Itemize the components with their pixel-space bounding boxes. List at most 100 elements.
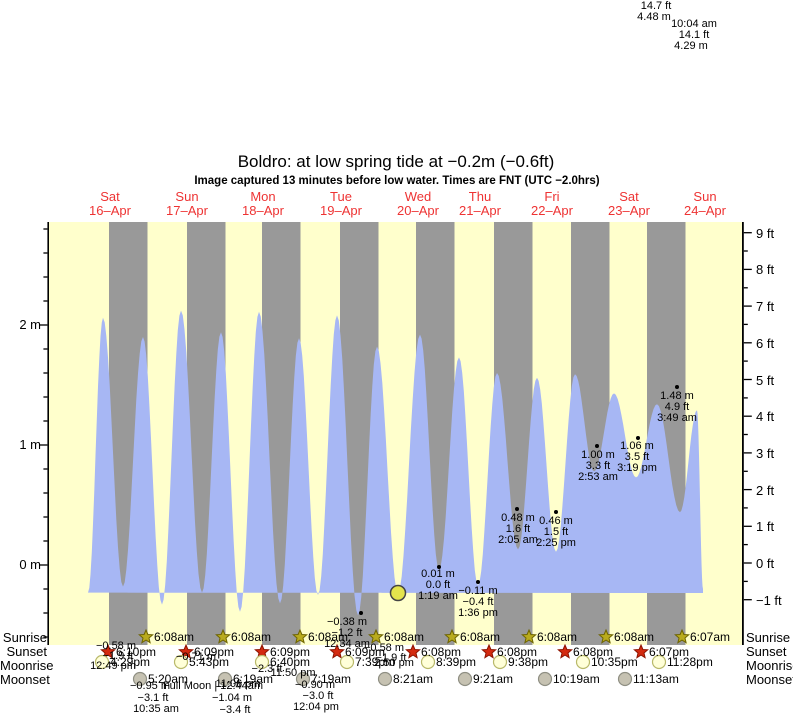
moonrise-time-label: 11:28pm — [667, 654, 713, 669]
moonrise-time-label: 9:38pm — [508, 654, 549, 669]
orphan-annotation: 10:04 am — [671, 18, 717, 30]
day-label-weekday: Wed — [404, 189, 432, 204]
low-tide-annotation-m: 1.00 m — [581, 449, 615, 461]
tide-curve — [88, 310, 703, 616]
sunset-icon — [633, 643, 649, 659]
left-axis-label: 0 m — [19, 557, 41, 572]
low-tide-annotation-time: 1:19 am — [418, 590, 458, 602]
low-tide-annotation-m: 1.06 m — [620, 440, 654, 452]
row-label-left: Moonset — [0, 671, 50, 687]
annotation-fragment: 12:04 pm — [293, 701, 339, 713]
low-tide-annotation-time: 3:49 am — [657, 412, 697, 424]
day-label-weekday: Thu — [468, 189, 492, 204]
moonset-time-label: 6:19am — [233, 671, 274, 686]
sunrise-icon — [292, 628, 308, 644]
moonrise-icon — [94, 654, 110, 670]
right-axis-label: 5 ft — [756, 372, 775, 388]
moonrise-icon — [492, 654, 508, 670]
low-tide-dot — [595, 444, 599, 448]
annotation-fragment: Full Moon | 12:44am — [162, 680, 264, 692]
sunset-time-label: 6:10pm — [116, 644, 157, 659]
low-tide-annotation-ft: −0.4 ft — [462, 596, 494, 608]
sunrise-icon — [444, 628, 460, 644]
day-label-weekday: Sun — [693, 189, 717, 204]
low-tide-annotation-ft: 3.5 ft — [624, 451, 650, 463]
annotation-fragment: −0.58 m — [95, 640, 137, 652]
annotation-fragment: 11:50 pm — [270, 667, 316, 679]
moonrise-icon — [420, 654, 436, 670]
right-axis-line — [742, 222, 744, 645]
sunrise-time-label: 6:08am — [384, 630, 425, 644]
row-label-right: Sunset — [746, 644, 787, 659]
low-tide-annotation-m: 0.01 m — [421, 568, 455, 580]
moonrise-time-label: 7:39pm — [355, 654, 396, 669]
day-label-date: 22–Apr — [531, 203, 573, 218]
low-tide-annotation-ft: 4.9 ft — [664, 401, 690, 413]
low-tide-annotation-m: 1.48 m — [660, 390, 694, 402]
day-label-date: 19–Apr — [320, 203, 362, 218]
moonrise-icon — [173, 654, 189, 670]
sunrise-time-label: 6:08am — [308, 630, 349, 644]
sunrise-icon — [598, 628, 614, 644]
sunset-icon — [557, 643, 573, 659]
left-axis-label: 2 m — [19, 317, 41, 332]
row-label-right: Sunrise — [746, 630, 791, 645]
sunset-time-label: 6:09pm — [270, 644, 311, 659]
sunset-icon — [405, 643, 421, 659]
row-label-right: Moonset — [746, 671, 793, 687]
sunset-time-label: 6:08pm — [573, 644, 614, 659]
sunset-time-label: 6:09pm — [194, 644, 235, 659]
low-tide-dot — [437, 565, 441, 569]
orphan-annotation: 14.1 ft — [678, 29, 710, 41]
annotation-fragment: 10:35 am — [133, 703, 179, 714]
moonrise-time-label: 4:29pm — [110, 654, 151, 669]
low-tide-annotation-time: 2:25 pm — [536, 537, 576, 549]
day-label-date: 24–Apr — [684, 203, 726, 218]
sunrise-time-label: 6:08am — [614, 630, 655, 644]
sunset-time-label: 6:09pm — [345, 644, 386, 659]
right-axis-label: 0 ft — [756, 556, 775, 571]
right-axis-label: 6 ft — [756, 335, 775, 351]
day-label-weekday: Sat — [619, 189, 639, 204]
annotation-fragment: −0.58 m — [363, 642, 405, 654]
low-tide-annotation-ft: 1.6 ft — [505, 523, 531, 535]
sunrise-time-label: 6:08am — [154, 630, 195, 644]
moonset-time-label: 10:19am — [553, 671, 600, 686]
left-axis-label: 1 m — [19, 437, 41, 452]
annotation-fragment: 11:06 pm — [215, 678, 261, 690]
day-label-date: 21–Apr — [459, 203, 501, 218]
sunset-time-label: 6:08pm — [421, 644, 462, 659]
sunrise-time-label: 6:08am — [231, 630, 272, 644]
low-tide-dot — [476, 580, 480, 584]
day-label-date: 23–Apr — [608, 203, 650, 218]
low-tide-annotation-ft: 0.0 ft — [425, 579, 451, 591]
right-axis-label: 9 ft — [756, 225, 775, 241]
chart-subtitle: Image captured 13 minutes before low wat… — [194, 175, 600, 187]
current-tide-marker — [389, 584, 407, 602]
left-axis-line — [47, 222, 49, 645]
row-label-right: Moonrise — [746, 657, 793, 673]
moonrise-time-label: 5:43pm — [189, 654, 230, 669]
sunrise-icon — [674, 628, 690, 644]
right-axis-label: 3 ft — [756, 445, 775, 461]
low-tide-annotation-m: −0.38 m — [326, 616, 368, 628]
annotation-fragment: −3.1 ft — [137, 692, 169, 704]
row-label-left: Sunset — [6, 644, 47, 659]
sunset-icon — [481, 643, 497, 659]
moonrise-time-label: 6:40pm — [270, 654, 311, 669]
chart-title: Boldro: at low spring tide at −0.2m (−0.… — [237, 152, 555, 171]
low-tide-dot — [554, 510, 558, 514]
annotation-fragment: −1.9 ft — [375, 652, 407, 664]
annotation-fragment: 2:50 pm — [374, 657, 414, 669]
low-tide-annotation-time: 12:34 am — [324, 638, 370, 650]
day-label-weekday: Mon — [250, 189, 276, 204]
orphan-annotation: 4.48 m — [637, 11, 671, 23]
right-axis-label: −1 ft — [756, 592, 782, 608]
right-axis-label: 7 ft — [756, 299, 775, 315]
sunrise-time-label: 6:08am — [537, 630, 578, 644]
annotation-fragment: −3.4 ft — [219, 704, 251, 714]
low-tide-annotation-m: 0.48 m — [501, 512, 535, 524]
low-tide-annotation-ft: 3.3 ft — [585, 460, 611, 472]
